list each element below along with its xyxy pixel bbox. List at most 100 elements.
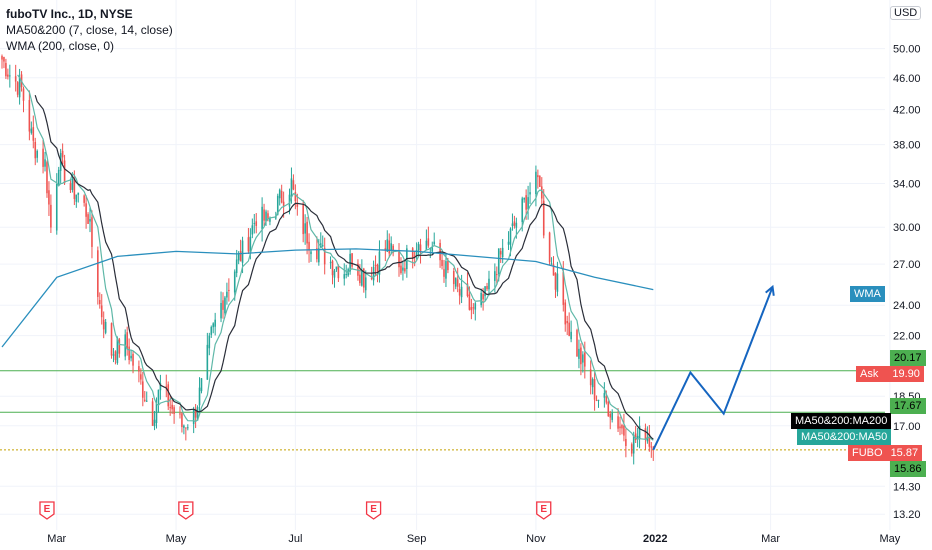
ma200-price-label: MA50&200:MA200 [791, 413, 892, 429]
candle-body [513, 221, 516, 226]
candle-body [310, 251, 312, 255]
candle-body [179, 413, 181, 415]
candle-body [306, 221, 308, 244]
candle-body [237, 254, 240, 261]
candle-body [535, 171, 537, 195]
earnings-label: E [370, 504, 377, 515]
candle-body [580, 347, 582, 365]
x-tick-label: Jul [288, 533, 302, 545]
candle-body [46, 162, 48, 194]
ma50-line[interactable] [17, 74, 654, 441]
candle-body [112, 354, 115, 356]
candle-body [521, 198, 524, 223]
candle-body [255, 221, 258, 226]
candle-body [173, 407, 175, 414]
candle-body [220, 302, 222, 319]
currency-selector[interactable]: USD [890, 6, 922, 20]
candle-body [251, 225, 254, 235]
y-tick-label: 14.30 [893, 481, 921, 493]
candle-body [42, 148, 44, 167]
candle-body [186, 427, 189, 429]
ma-indicator-label[interactable]: MA50&200 (7, close, 14, close) [6, 23, 173, 37]
candle-body [14, 76, 17, 82]
candle-body [226, 291, 228, 298]
y-tick-label: 46.00 [893, 73, 921, 85]
wma-indicator-label[interactable]: WMA (200, close, 0) [6, 39, 115, 53]
chart-legend: fuboTV Inc., 1D, NYSE MA50&200 (7, close… [6, 6, 173, 54]
candle-body [104, 321, 107, 333]
earnings-badge [39, 501, 55, 520]
candle-body [593, 378, 596, 400]
candle-body [167, 384, 170, 407]
earnings-marker[interactable]: E [365, 501, 382, 520]
candle-body [335, 266, 338, 270]
y-tick-label: 42.00 [893, 105, 921, 117]
candle-body [376, 264, 379, 274]
y-tick-label: 24.00 [893, 300, 921, 312]
candle-body [132, 353, 134, 366]
candle-body [292, 180, 295, 190]
candle-body [456, 279, 459, 287]
candle-body [632, 434, 635, 454]
candle-body [501, 247, 504, 258]
candle-body [568, 322, 570, 336]
horizontal-levels [0, 370, 885, 451]
candle-body [165, 386, 168, 388]
candle-body [208, 335, 211, 349]
candle-body [18, 77, 21, 98]
candle-body [71, 178, 74, 190]
candle-body [388, 240, 391, 254]
candle-body [415, 249, 418, 257]
ask-price-label: Ask 19.90 [856, 366, 924, 382]
wma-line[interactable] [1, 248, 654, 348]
y-tick-label: 50.00 [893, 44, 921, 56]
candle-body [363, 268, 365, 288]
candle-body [98, 300, 101, 305]
candle-body [63, 160, 66, 184]
symbol-title[interactable]: fuboTV Inc., 1D, NYSE [6, 7, 133, 21]
ma200-line[interactable] [34, 95, 654, 440]
projection-line[interactable] [652, 286, 774, 451]
candle-body [145, 400, 148, 402]
candle-body [589, 369, 592, 386]
candle-body [288, 194, 291, 207]
price-axis[interactable]: 50.00 46.00 42.00 38.00 34.00 30.00 27.00 24.00… [893, 44, 921, 522]
candle-body [605, 396, 608, 403]
earnings-badge [178, 501, 194, 520]
candle-body [562, 272, 565, 305]
projection-arrowhead [765, 284, 775, 296]
candle-body [480, 292, 482, 306]
candle-body [91, 217, 93, 247]
projection-path[interactable] [652, 284, 775, 451]
candle-body [75, 194, 78, 202]
candle-body [417, 243, 420, 251]
candle-body [97, 250, 99, 297]
candle-body [447, 260, 449, 271]
y-tick-label: 17.00 [893, 421, 921, 433]
candle-body [169, 407, 171, 409]
candle-body [5, 63, 7, 77]
candle-body [142, 381, 144, 398]
candle-body [44, 159, 46, 167]
candle-body [102, 319, 105, 330]
candle-body [638, 425, 641, 439]
candle-body [370, 277, 373, 279]
earnings-marker[interactable]: E [536, 501, 552, 520]
candle-body [597, 399, 600, 401]
candle-body [85, 203, 87, 217]
candle-body [364, 277, 367, 291]
candle-body [499, 251, 502, 255]
candle-body [183, 425, 185, 428]
earnings-marker[interactable]: E [178, 501, 194, 520]
x-tick-label: 2022 [643, 533, 667, 545]
candle-body [578, 348, 580, 359]
candle-body [290, 178, 293, 198]
candle-body [323, 247, 326, 265]
candle-body [617, 416, 619, 429]
earnings-badge [536, 501, 552, 520]
earnings-marker[interactable]: E [39, 501, 55, 520]
time-axis[interactable]: Mar May Jul Sep Nov 2022 Mar May [47, 533, 901, 545]
candle-body [591, 379, 594, 388]
